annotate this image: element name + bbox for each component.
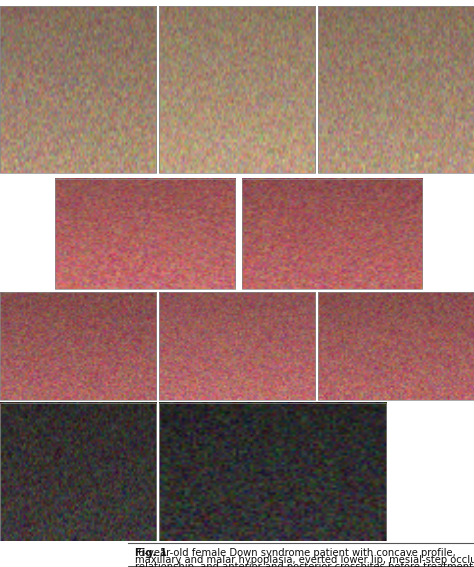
Bar — [55, 179, 235, 289]
Bar — [0, 0, 474, 6]
Bar — [159, 292, 315, 400]
Text: Fig. 1: Fig. 1 — [135, 548, 167, 558]
Bar — [318, 6, 474, 173]
Bar — [159, 403, 386, 541]
Bar — [242, 179, 422, 289]
Bar — [159, 6, 315, 173]
Bar — [0, 6, 156, 173]
Text: relationship, and anterior and posterior crossbites before treatment.: relationship, and anterior and posterior… — [135, 562, 474, 567]
Bar — [0, 292, 156, 400]
Bar — [0, 403, 156, 541]
Text: 6-year-old female Down syndrome patient with concave profile,: 6-year-old female Down syndrome patient … — [135, 548, 456, 558]
Bar — [0, 541, 474, 567]
Bar — [0, 541, 135, 567]
Bar — [318, 292, 474, 400]
Text: maxillary and malar hypoplasia, everted lower lip, mesial-step occlusal: maxillary and malar hypoplasia, everted … — [135, 555, 474, 565]
